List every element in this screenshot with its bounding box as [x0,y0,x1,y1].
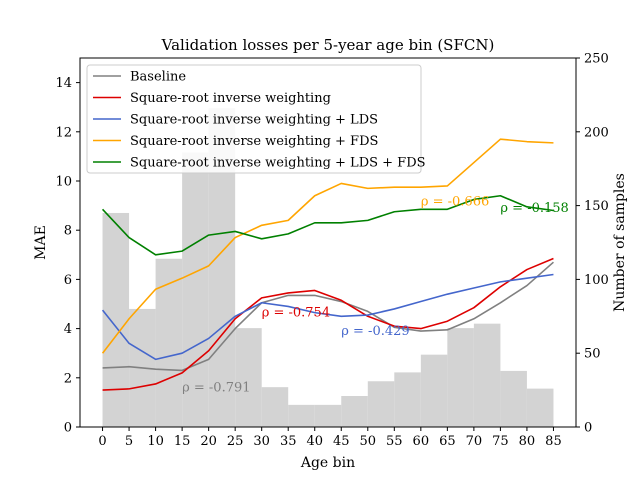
x-axis-label: Age bin [300,455,355,471]
correlation-annotation: ρ = -0.754 [262,305,330,320]
y2-tick-label: 200 [584,125,609,140]
histogram-bar [341,396,368,427]
histogram-bar [102,212,130,427]
x-tick-label: 10 [147,434,164,449]
legend-entry-0: Baseline [130,70,186,85]
series-line-0 [102,261,554,372]
histogram-bar [288,404,315,427]
x-tick-label: 75 [492,434,509,449]
series-line-4 [101,194,554,256]
series-line-1 [102,257,554,391]
x-tick-label: 5 [125,434,133,449]
correlation-annotation: ρ = -0.791 [182,380,250,395]
histogram-bar [182,152,209,428]
histogram-bar [526,388,554,427]
histogram-bar [235,328,262,427]
legend-entry-1: Square-root inverse weighting [130,91,331,106]
x-tick-label: 60 [413,434,430,449]
legend-entry-2: Square-root inverse weighting + LDS [130,113,378,128]
y2-axis-label: Number of samples [612,173,628,312]
x-tick-label: 30 [253,434,270,449]
y-tick-label: 8 [64,224,72,239]
y-tick-label: 0 [64,421,72,436]
x-tick-label: 40 [306,434,323,449]
y-tick-label: 6 [64,273,72,288]
x-tick-label: 50 [360,434,377,449]
x-tick-label: 15 [174,434,191,449]
histogram-bar [500,370,527,427]
y2-tick-label: 0 [584,421,592,436]
histogram-bar [420,354,448,427]
y-axis-left: 0 2 4 6 8 10 12 14 [55,76,80,436]
x-tick-label: 85 [545,434,562,449]
y-tick-label: 14 [55,76,72,91]
x-tick-label: 70 [466,434,483,449]
correlation-annotation: ρ = -0.429 [341,324,409,339]
correlation-annotation: ρ = -0.158 [500,201,568,216]
chart-title: Validation losses per 5-year age bin (SF… [161,36,495,54]
y-tick-label: 4 [64,322,72,337]
y2-tick-label: 250 [584,52,609,67]
x-tick-label: 80 [519,434,536,449]
histogram-bar [367,381,395,427]
x-tick-label: 65 [439,434,456,449]
y-tick-label: 12 [55,125,72,140]
series-line-2 [101,273,554,361]
histogram-bar [314,404,342,427]
legend-entry-4: Square-root inverse weighting + LDS + FD… [130,156,426,171]
sample-histogram [102,108,554,428]
y2-tick-label: 50 [584,347,601,362]
histogram-bar [261,387,289,427]
histogram-bar [473,323,501,427]
legend-box [86,64,422,174]
histogram-bar [394,372,421,427]
y-tick-label: 10 [55,175,72,190]
x-tick-label: 55 [386,434,403,449]
series-line-3 [101,138,554,354]
y-tick-label: 2 [64,371,72,386]
correlation-annotation: ρ = -0.666 [421,195,489,210]
series-lines [101,138,554,391]
plot-frame [79,57,577,428]
x-tick-label: 25 [227,434,244,449]
x-tick-label: 0 [98,434,106,449]
y2-tick-label: 150 [584,199,609,214]
x-axis: 0 5 10 15 20 25 30 35 40 45 50 55 60 65 70 75 80 85 [98,427,562,449]
correlation-annotations: ρ = -0.791 ρ = -0.754 ρ = -0.429 ρ = -0.666… [182,195,569,396]
y-axis-label: MAE [33,225,49,260]
x-tick-label: 20 [200,434,217,449]
y-axis-right: 0 50 100 150 200 250 [576,52,609,436]
x-tick-label: 45 [333,434,350,449]
x-tick-label: 35 [280,434,297,449]
legend-entry-3: Square-root inverse weighting + FDS [130,134,378,149]
y2-tick-label: 100 [584,273,609,288]
histogram-bar [447,328,474,427]
legend: Baseline Square-root inverse weighting Squ… [86,64,426,174]
